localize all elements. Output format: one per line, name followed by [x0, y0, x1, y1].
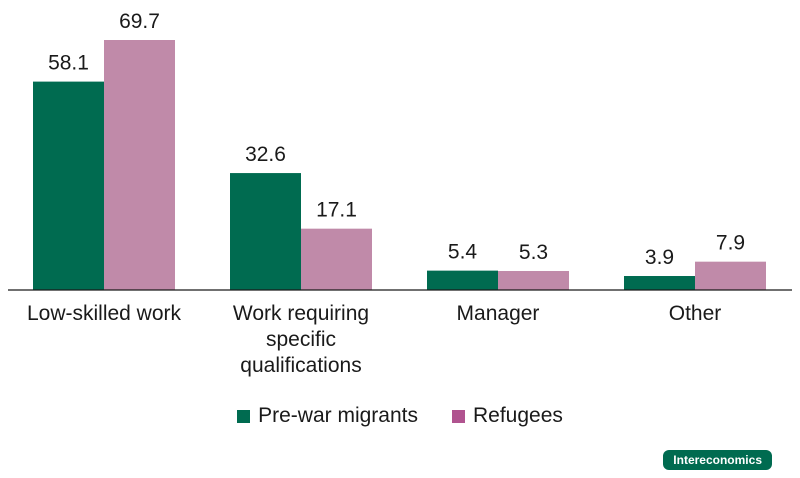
category-label-4: Other: [669, 302, 722, 325]
legend-label-refugees: Refugees: [472, 404, 563, 427]
legend-item-pre-war-migrants: Pre-war migrants: [237, 404, 418, 428]
chart-legend: Pre-war migrants Refugees: [0, 404, 800, 428]
value-label-pre-war-migrants-3: 5.4: [448, 241, 478, 264]
category-label-2: Work requiring specific qualifications: [233, 302, 369, 377]
bar-pre-war-migrants-4: [624, 276, 695, 290]
value-label-pre-war-migrants-2: 32.6: [245, 143, 286, 166]
bar-pre-war-migrants-3: [427, 270, 498, 290]
legend-swatch-refugees: [451, 409, 465, 423]
category-label-1: Low-skilled work: [27, 302, 182, 325]
legend-label-pre-war-migrants: Pre-war migrants: [258, 404, 418, 427]
value-label-refugees-1: 69.7: [119, 10, 160, 33]
bar-refugees-1: [104, 40, 175, 290]
value-label-refugees-3: 5.3: [519, 241, 548, 264]
publisher-badge: Intereconomics: [663, 450, 772, 470]
legend-swatch-pre-war-migrants: [237, 409, 251, 423]
bar-refugees-4: [695, 261, 766, 290]
value-label-refugees-2: 17.1: [316, 199, 357, 222]
value-label-refugees-4: 7.9: [716, 232, 745, 255]
bar-refugees-2: [301, 228, 372, 290]
category-label-3: Manager: [457, 302, 540, 325]
value-label-pre-war-migrants-4: 3.9: [645, 246, 674, 269]
legend-item-refugees: Refugees: [451, 404, 563, 428]
bar-pre-war-migrants-1: [33, 81, 104, 290]
value-label-pre-war-migrants-1: 58.1: [48, 52, 89, 75]
bar-refugees-3: [498, 270, 569, 290]
bar-pre-war-migrants-2: [230, 173, 301, 290]
